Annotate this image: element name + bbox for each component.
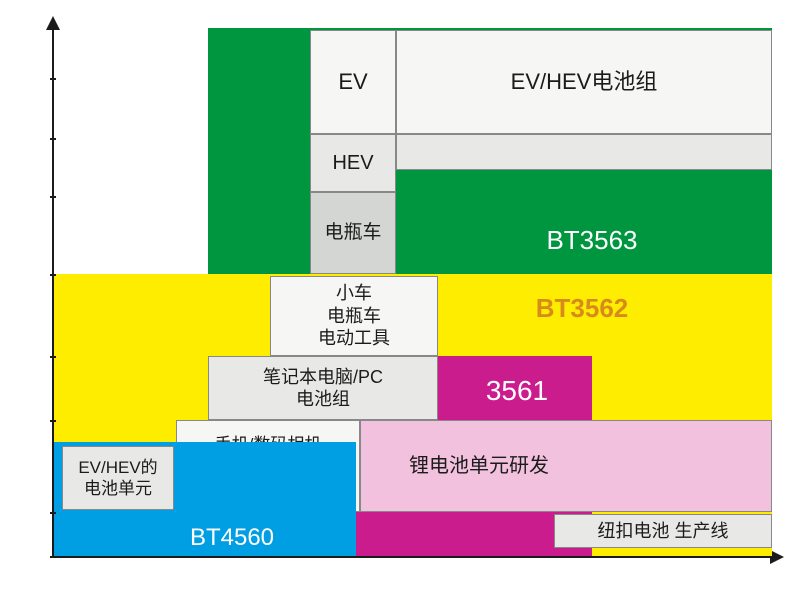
car-tools-label: 小车 电瓶车 电动工具 <box>318 282 390 350</box>
evhev-cell-label: EV/HEV的 电池单元 <box>78 457 157 500</box>
car-tools: 小车 电瓶车 电动工具 <box>270 276 438 356</box>
x-axis <box>52 556 772 558</box>
3561-lbl-label: 3561 <box>486 373 548 408</box>
y-tick <box>50 512 56 514</box>
evhev-cell: EV/HEV的 电池单元 <box>62 446 174 510</box>
ev-box-label: EV <box>338 68 367 96</box>
y-tick <box>50 78 56 80</box>
y-tick <box>50 420 56 422</box>
bt3563-lbl-label: BT3563 <box>546 224 637 257</box>
ebike-box-label: 电瓶车 <box>324 221 381 245</box>
ev-box: EV <box>310 30 396 134</box>
evhev-strip <box>396 134 772 170</box>
bt3562-lbl-label: BT3562 <box>536 292 629 325</box>
hev-box-label: HEV <box>332 151 373 176</box>
li-rd: 锂电池单元研发 <box>360 420 772 512</box>
y-tick <box>50 556 56 558</box>
bt3563-lbl: BT3563 <box>482 220 702 260</box>
bt4560-lbl: BT4560 <box>152 522 312 554</box>
evhev-pack-label: EV/HEV电池组 <box>511 68 658 96</box>
evhev-pack: EV/HEV电池组 <box>396 30 772 134</box>
laptop-pc-label: 笔记本电脑/PC 电池组 <box>263 366 383 411</box>
3561-lbl: 3561 <box>452 372 582 408</box>
y-tick <box>50 274 56 276</box>
bt3562-lbl: BT3562 <box>482 288 682 328</box>
coin-cell: 纽扣电池 生产线 <box>554 514 772 548</box>
chart-area: EV EV/HEV电池组 HEV 电瓶车 BT3563 小车 电瓶车 电动工具笔记本电脑/… <box>52 28 772 558</box>
hev-box: HEV <box>310 134 396 192</box>
y-tick <box>50 196 56 198</box>
laptop-pc: 笔记本电脑/PC 电池组 <box>208 356 438 420</box>
y-tick <box>50 138 56 140</box>
y-axis-arrow <box>46 16 60 30</box>
y-tick <box>50 356 56 358</box>
coin-cell-label: 纽扣电池 生产线 <box>597 520 728 543</box>
li-rd-label: 锂电池单元研发 <box>409 454 549 479</box>
ebike-box: 电瓶车 <box>310 192 396 274</box>
x-axis-arrow <box>770 550 784 564</box>
bt4560-lbl-label: BT4560 <box>190 523 274 553</box>
